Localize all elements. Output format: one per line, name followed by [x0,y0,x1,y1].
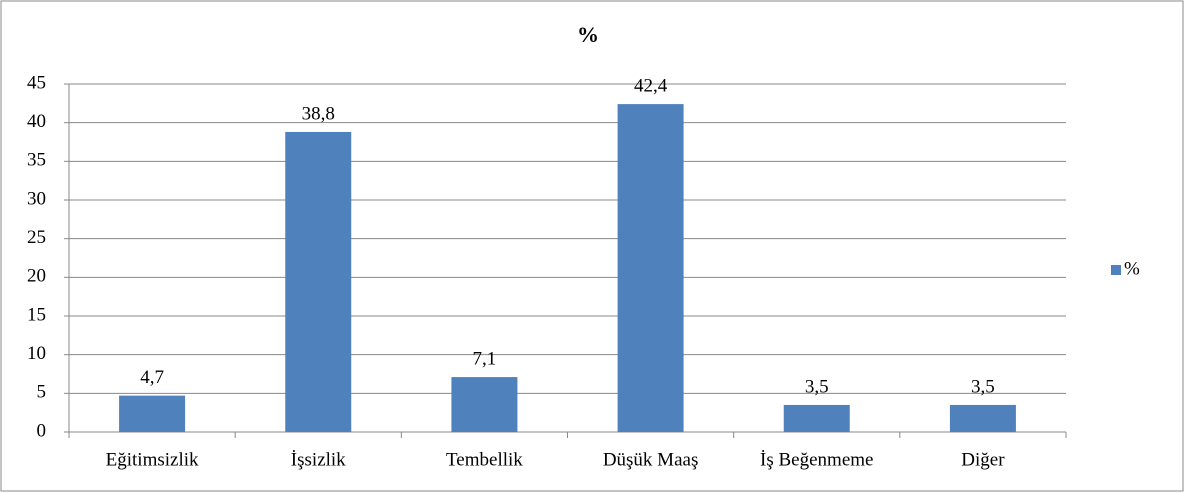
y-tick-label: 15 [27,304,46,325]
data-label: 38,8 [302,103,335,124]
y-tick-label: 35 [27,150,46,171]
data-label: 3,5 [805,376,829,397]
legend-swatch [1111,265,1121,275]
bar [119,395,186,432]
x-tick-label: İşsizlik [291,449,346,470]
chart-title: % [577,22,599,47]
bar [451,377,518,432]
y-tick-label: 10 [27,343,46,364]
data-label: 3,5 [971,376,995,397]
bar [285,131,352,433]
y-tick-label: 45 [27,72,46,93]
y-tick-label: 25 [27,227,46,248]
bar [617,104,684,433]
y-tick-label: 5 [37,382,47,403]
data-label: 4,7 [140,367,164,388]
bar [949,404,1016,432]
data-label: 7,1 [473,348,497,369]
bar [783,404,850,432]
x-tick-label: Tembellik [446,449,523,470]
legend-label: % [1124,258,1140,279]
y-tick-label: 20 [27,266,46,287]
y-tick-label: 40 [27,111,46,132]
x-tick-label: Diğer [961,449,1005,470]
x-tick-label: Düşük Maaş [603,449,699,470]
y-tick-label: 30 [27,188,46,209]
y-tick-label: 0 [37,420,47,441]
x-tick-label: Eğitimsizlik [106,449,199,470]
data-label: 42,4 [634,75,668,96]
x-tick-label: İş Beğenmeme [760,449,873,470]
